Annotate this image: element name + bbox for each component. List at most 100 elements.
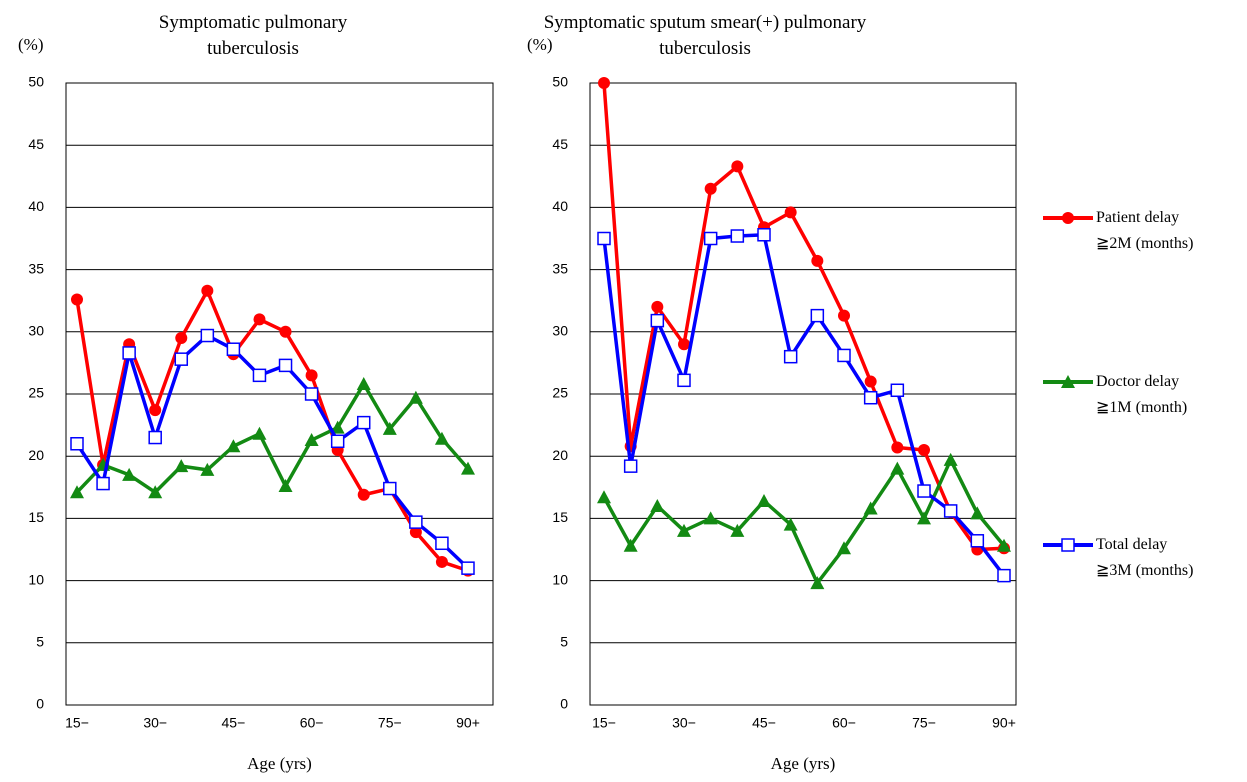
y-tick-label: 25: [552, 385, 568, 401]
marker: [278, 479, 293, 493]
marker: [226, 342, 241, 356]
legend-label: Total delay ≧3M (months): [1096, 536, 1194, 579]
marker: [408, 390, 423, 404]
y-tick-label: 30: [552, 323, 568, 339]
marker: [731, 160, 744, 173]
marker: [71, 293, 83, 306]
series-line: [75, 333, 470, 570]
marker: [864, 375, 877, 388]
series-line: [75, 288, 469, 573]
marker: [650, 498, 665, 512]
marker: [70, 437, 84, 451]
marker: [357, 488, 370, 501]
marker: [943, 504, 958, 518]
x-tick-label: 90+: [456, 715, 480, 731]
marker: [678, 338, 690, 351]
x-tick-label: 15−: [592, 715, 616, 731]
marker: [226, 439, 241, 453]
marker: [174, 352, 189, 366]
marker: [148, 485, 163, 499]
marker: [730, 229, 745, 243]
marker: [461, 461, 475, 475]
y-tick-label: 35: [28, 260, 44, 276]
marker: [703, 511, 718, 525]
x-tick-label: 75−: [912, 715, 936, 731]
marker: [409, 526, 422, 539]
y-tick-label: 20: [28, 447, 44, 463]
marker: [783, 349, 798, 364]
marker: [837, 348, 851, 363]
y-tick-label: 5: [36, 634, 44, 650]
marker: [890, 461, 905, 475]
marker: [175, 332, 188, 345]
marker: [811, 254, 824, 267]
marker: [598, 77, 610, 89]
y-tick-label: 0: [560, 696, 568, 712]
marker: [784, 206, 797, 219]
marker: [278, 358, 293, 373]
marker: [730, 523, 745, 537]
marker: [917, 511, 931, 525]
marker: [200, 462, 215, 476]
marker: [783, 517, 798, 531]
x-tick-label: 90+: [992, 715, 1016, 731]
marker: [304, 433, 319, 447]
marker: [200, 328, 215, 343]
marker: [330, 434, 345, 449]
x-tick-label: 30−: [143, 715, 167, 731]
marker: [461, 561, 475, 575]
y-tick-label: 40: [552, 198, 568, 214]
marker: [757, 493, 771, 507]
series-line: [602, 233, 1006, 577]
y-tick-label: 50: [28, 74, 44, 90]
y-tick-label: 40: [28, 198, 44, 214]
marker: [703, 231, 718, 246]
marker: [253, 313, 266, 326]
marker: [279, 325, 292, 338]
marker: [757, 228, 771, 242]
x-tick-label: 75−: [378, 715, 402, 731]
marker: [330, 420, 345, 434]
marker: [623, 459, 638, 473]
x-tick-label: 15−: [65, 715, 89, 731]
marker: [863, 501, 878, 515]
y-tick-label: 45: [552, 136, 568, 152]
marker: [863, 390, 878, 405]
marker: [409, 515, 423, 529]
marker: [435, 555, 448, 568]
marker: [70, 485, 84, 499]
marker: [201, 284, 214, 297]
marker: [943, 452, 958, 466]
marker: [304, 387, 319, 401]
chart-title: Symptomatic sputum smear(+) pulmonary tu…: [543, 12, 867, 59]
x-tick-label: 45−: [752, 715, 776, 731]
y-tick-label: 10: [552, 571, 568, 587]
marker: [148, 430, 162, 445]
x-axis-label: Age (yrs): [247, 754, 312, 773]
y-tick-label: 35: [552, 260, 568, 276]
marker: [597, 490, 611, 504]
plot-frame: [589, 82, 1017, 706]
y-tick-label: 30: [28, 323, 44, 339]
y-axis-label: (%): [527, 35, 552, 54]
marker: [356, 377, 371, 391]
y-tick-label: 45: [28, 136, 44, 152]
y-tick-label: 15: [552, 509, 568, 525]
marker: [918, 443, 930, 456]
marker: [810, 576, 825, 590]
y-tick-label: 15: [28, 509, 44, 525]
marker: [970, 506, 985, 520]
marker: [651, 300, 664, 313]
marker: [677, 373, 691, 388]
marker: [810, 308, 825, 323]
marker: [434, 431, 449, 445]
marker: [356, 415, 371, 430]
x-tick-label: 60−: [300, 715, 324, 731]
marker: [891, 441, 904, 454]
x-tick-label: 60−: [832, 715, 856, 731]
series-line: [602, 82, 1005, 552]
y-tick-label: 5: [560, 634, 568, 650]
marker: [435, 536, 449, 551]
marker: [650, 313, 665, 328]
